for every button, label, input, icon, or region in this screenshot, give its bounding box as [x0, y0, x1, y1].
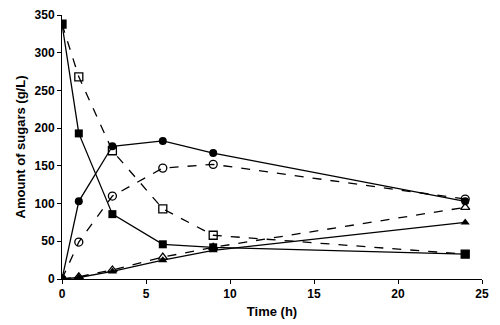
svg-text:0: 0 [48, 272, 55, 286]
svg-text:250: 250 [35, 84, 55, 98]
svg-text:350: 350 [35, 8, 55, 22]
svg-text:300: 300 [35, 46, 55, 60]
svg-text:5: 5 [143, 287, 150, 301]
svg-text:150: 150 [35, 159, 55, 173]
svg-text:100: 100 [35, 197, 55, 211]
svg-text:20: 20 [391, 287, 405, 301]
svg-text:25: 25 [475, 287, 489, 301]
svg-text:15: 15 [307, 287, 321, 301]
svg-text:10: 10 [223, 287, 237, 301]
svg-text:Amount of sugars (g/L): Amount of sugars (g/L) [13, 76, 28, 219]
svg-text:50: 50 [41, 234, 55, 248]
svg-text:200: 200 [35, 121, 55, 135]
svg-text:Time (h): Time (h) [247, 304, 297, 319]
svg-text:0: 0 [59, 287, 66, 301]
